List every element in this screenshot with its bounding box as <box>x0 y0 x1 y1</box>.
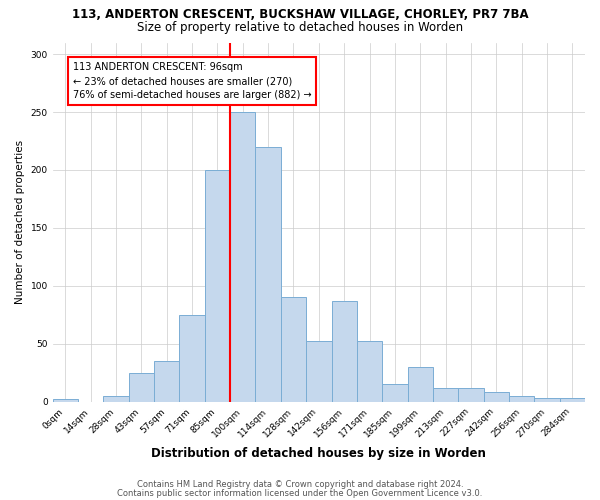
Bar <box>103 396 129 402</box>
Bar <box>129 373 154 402</box>
Text: Size of property relative to detached houses in Worden: Size of property relative to detached ho… <box>137 21 463 34</box>
Y-axis label: Number of detached properties: Number of detached properties <box>15 140 25 304</box>
Bar <box>433 388 458 402</box>
Bar <box>205 170 230 402</box>
Bar <box>230 112 256 402</box>
Bar <box>560 398 585 402</box>
Bar <box>509 396 535 402</box>
Bar <box>154 361 179 402</box>
Bar <box>256 147 281 402</box>
Bar <box>357 342 382 402</box>
Text: Contains HM Land Registry data © Crown copyright and database right 2024.: Contains HM Land Registry data © Crown c… <box>137 480 463 489</box>
Bar <box>53 400 78 402</box>
Bar <box>382 384 407 402</box>
Bar <box>535 398 560 402</box>
Bar <box>306 342 332 402</box>
Text: 113 ANDERTON CRESCENT: 96sqm
← 23% of detached houses are smaller (270)
76% of s: 113 ANDERTON CRESCENT: 96sqm ← 23% of de… <box>73 62 311 100</box>
Bar <box>484 392 509 402</box>
X-axis label: Distribution of detached houses by size in Worden: Distribution of detached houses by size … <box>151 447 486 460</box>
Text: Contains public sector information licensed under the Open Government Licence v3: Contains public sector information licen… <box>118 488 482 498</box>
Text: 113, ANDERTON CRESCENT, BUCKSHAW VILLAGE, CHORLEY, PR7 7BA: 113, ANDERTON CRESCENT, BUCKSHAW VILLAGE… <box>71 8 529 20</box>
Bar <box>407 367 433 402</box>
Bar <box>458 388 484 402</box>
Bar <box>179 315 205 402</box>
Bar <box>332 301 357 402</box>
Bar <box>281 298 306 402</box>
